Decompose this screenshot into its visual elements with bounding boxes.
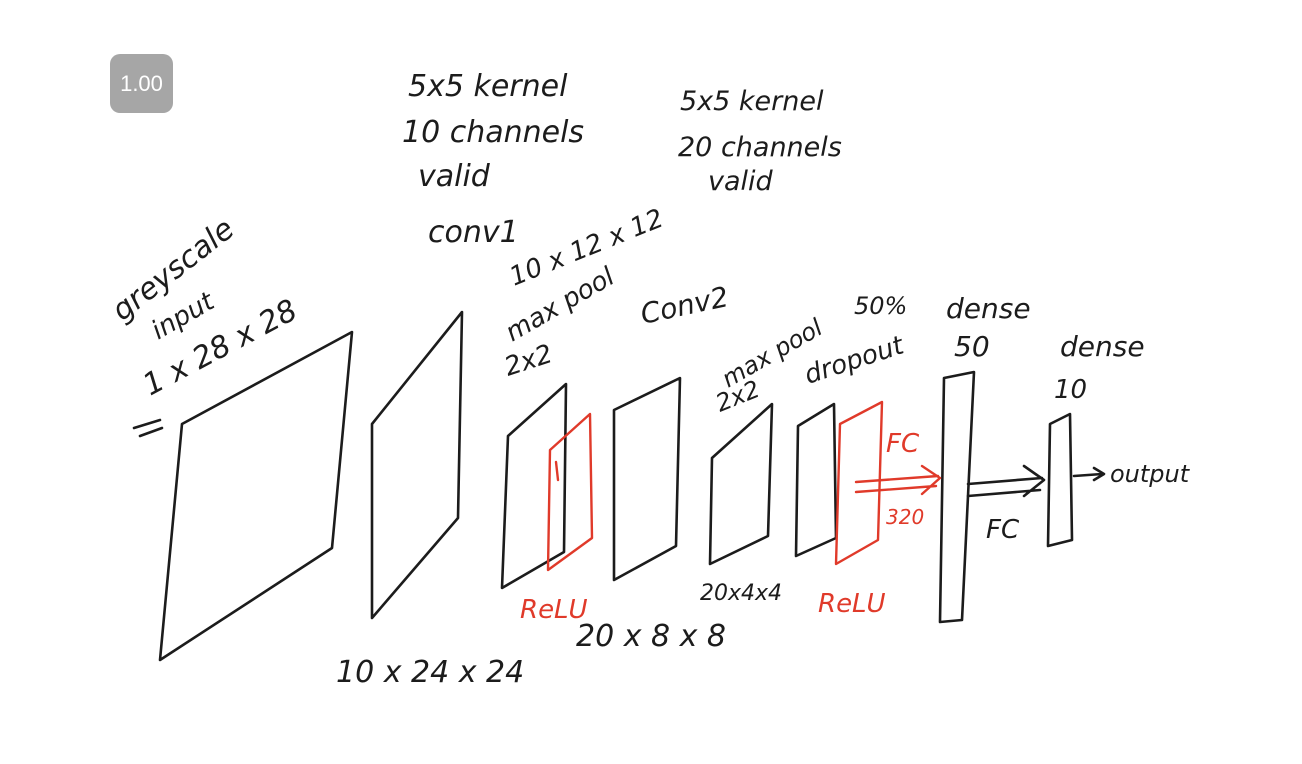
fc2-label: FC — [986, 515, 1020, 545]
conv2-spec-note: 5x5 kernel 20 channels valid — [678, 86, 842, 197]
input-shape-text: 1 x 28 x 28 — [137, 293, 303, 403]
input-layer-sketch — [158, 330, 354, 662]
conv2-kernel-text: 5x5 kernel — [680, 86, 824, 117]
relu1-label: ReLU — [520, 595, 588, 625]
output-arrow — [1072, 466, 1106, 482]
zoom-level-badge[interactable]: 1.00 — [110, 54, 173, 113]
pool1-note: 10 x 12 x 12 max pool 2x2 — [501, 204, 668, 383]
dropout-rate-text: 50% — [854, 292, 907, 320]
dense1-layer-sketch — [938, 370, 976, 624]
fc1-label: FC — [886, 429, 920, 459]
pool2-shape-text: 20x4x4 — [700, 581, 782, 606]
dropout-layer-sketch — [794, 402, 838, 558]
conv1-label: conv1 — [428, 215, 519, 250]
conv2-layer-sketch — [612, 376, 682, 582]
dense2-text: dense — [1060, 330, 1145, 363]
conv2-shape-text: 20 x 8 x 8 — [576, 619, 726, 654]
dense1-text: dense — [946, 292, 1031, 325]
conv2-label: Conv2 — [638, 280, 732, 331]
output-label: output — [1110, 460, 1191, 488]
input-underline-mark — [132, 418, 164, 438]
dense2-layer-sketch — [1046, 412, 1074, 548]
fc1-size-text: 320 — [886, 505, 924, 529]
conv1-shape-text: 10 x 24 x 24 — [336, 655, 524, 690]
fc2-arrow — [966, 464, 1046, 498]
pool2-size-text: 2x2 — [712, 375, 764, 418]
fc1-arrow — [854, 464, 942, 496]
dense2-note: dense 10 — [1054, 330, 1145, 405]
relu2-label: ReLU — [818, 589, 886, 619]
conv1-channels-text: 10 channels — [402, 115, 584, 150]
conv1-padding-text: valid — [418, 159, 491, 194]
dense2-size-text: 10 — [1054, 375, 1087, 405]
relu2-overlay-sketch — [834, 400, 884, 566]
pool1-size-text: 2x2 — [501, 339, 556, 383]
dense1-note: dense 50 — [946, 292, 1031, 363]
conv1-layer-sketch — [370, 310, 464, 620]
conv2-padding-text: valid — [708, 166, 774, 197]
dense1-size-text: 50 — [954, 330, 990, 363]
conv1-spec-note: 5x5 kernel 10 channels valid conv1 — [402, 69, 584, 250]
conv2-channels-text: 20 channels — [678, 132, 842, 163]
conv1-kernel-text: 5x5 kernel — [408, 69, 568, 104]
pool1-layer-sketch — [500, 382, 568, 590]
pool2-layer-sketch — [708, 402, 774, 566]
relu1-overlay-sketch — [546, 412, 594, 572]
input-note: greyscale input 1 x 28 x 28 — [105, 212, 303, 438]
